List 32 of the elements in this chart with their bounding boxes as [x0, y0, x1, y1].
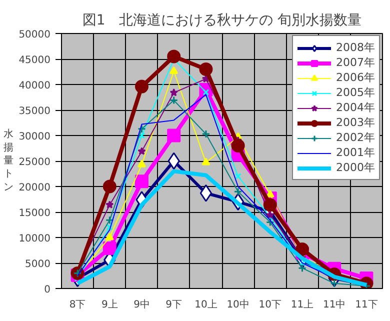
legend-label: 2000年	[336, 160, 375, 175]
y-tick-label: 50000	[18, 30, 50, 40]
x-tick-label: 10中	[226, 298, 250, 310]
legend-label: 2001年	[336, 145, 375, 160]
y-tick-label: 20000	[18, 182, 50, 194]
y-tick-label: 35000	[18, 106, 50, 117]
y-tick-label: 40000	[18, 80, 50, 92]
x-tick-label: 11下	[355, 300, 378, 310]
x-tick-label: 11上	[290, 298, 314, 310]
legend-label: 2002年	[336, 130, 375, 145]
y-tick-label: 25000	[18, 157, 50, 168]
x-tick-label: 8下	[69, 300, 86, 310]
legend-label: 2007年	[336, 55, 375, 70]
legend-label: 2003年	[336, 115, 375, 130]
x-tick-label: 11中	[322, 298, 346, 310]
legend-label: 2005年	[336, 85, 375, 100]
y-tick-label: 0	[44, 284, 51, 296]
y-tick-label: 10000	[18, 234, 50, 244]
x-tick-label: 9上	[101, 298, 118, 310]
x-tick-label: 9中	[134, 298, 150, 310]
chart-title: 図1 北海道における秋サケの 旬別水揚数量	[82, 12, 362, 28]
x-tick-label: 10上	[194, 298, 218, 310]
y-axis-title: 水揚量トン	[4, 128, 14, 193]
x-tick-label: 9下	[166, 300, 182, 310]
legend-label: 2006年	[336, 70, 375, 85]
y-tick-label: 5000	[25, 259, 51, 270]
y-tick-label: 15000	[18, 208, 50, 219]
legend-label: 2008年	[336, 40, 375, 55]
x-tick-label: 10下	[258, 300, 282, 310]
legend-label: 2004年	[336, 100, 375, 115]
y-tick-label: 45000	[18, 55, 50, 66]
y-tick-label: 30000	[18, 132, 50, 142]
